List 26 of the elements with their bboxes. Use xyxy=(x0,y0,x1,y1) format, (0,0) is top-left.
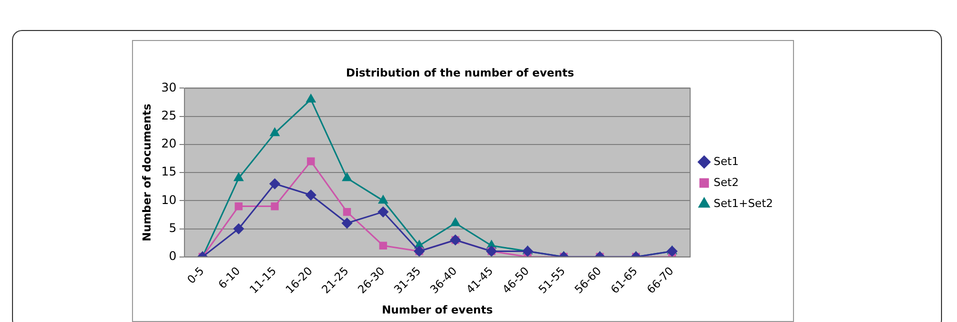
y-tick-label: 15 xyxy=(161,164,176,179)
y-tick-label: 30 xyxy=(161,80,176,94)
point xyxy=(306,190,316,200)
point xyxy=(234,202,243,210)
point xyxy=(343,208,351,216)
x-tick-label: 0-5 xyxy=(184,264,207,286)
point xyxy=(306,157,315,166)
y-axis-title: Number of documents xyxy=(140,103,154,242)
point xyxy=(450,218,460,226)
point xyxy=(270,178,280,190)
y-tick-label: 20 xyxy=(161,136,176,151)
legend-label: Set1 xyxy=(714,154,739,168)
x-axis-title: Number of events xyxy=(382,303,494,316)
point xyxy=(378,206,388,218)
y-tick-label: 0 xyxy=(168,248,176,263)
y-tick-label: 5 xyxy=(168,220,176,235)
legend-label: Set2 xyxy=(714,176,739,189)
point xyxy=(234,172,244,182)
point xyxy=(378,195,388,204)
point xyxy=(342,218,352,228)
point xyxy=(270,202,279,210)
y-tick-label: 10 xyxy=(161,192,176,207)
y-tick-label: 25 xyxy=(161,108,176,122)
point xyxy=(342,172,352,182)
chart-title: Distribution of the number of events xyxy=(346,66,574,80)
legend-label: Set1+Set2 xyxy=(714,196,774,210)
